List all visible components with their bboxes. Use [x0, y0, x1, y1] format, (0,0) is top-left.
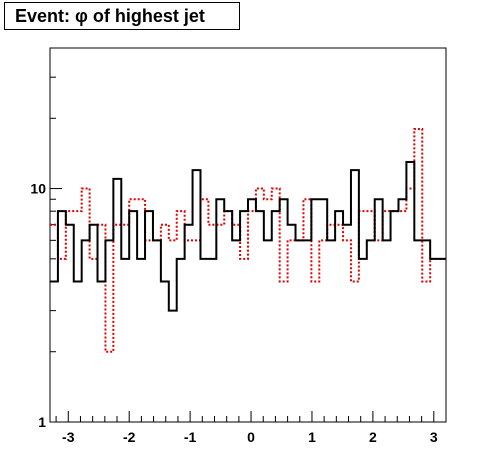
series-red-dotted-line [50, 127, 446, 353]
x-tick-label: -2 [123, 429, 136, 445]
axis-ticks [50, 47, 447, 423]
y-tick-label: 10 [30, 181, 46, 197]
series-black-solid-line [50, 160, 446, 312]
plot-frame [49, 47, 447, 423]
x-tick-label: 3 [430, 429, 438, 445]
x-tick-label: -1 [184, 429, 197, 445]
x-tick-label: -3 [62, 429, 75, 445]
chart-title: Event: φ of highest jet [4, 2, 240, 30]
axis-tick-labels: -3 -2 -1 0 1 2 3 1 10 [30, 181, 437, 445]
x-tick-label: 0 [247, 429, 255, 445]
x-tick-label: 2 [369, 429, 377, 445]
series-layer [50, 127, 446, 353]
y-tick-label: 1 [38, 414, 46, 430]
x-tick-label: 1 [308, 429, 316, 445]
